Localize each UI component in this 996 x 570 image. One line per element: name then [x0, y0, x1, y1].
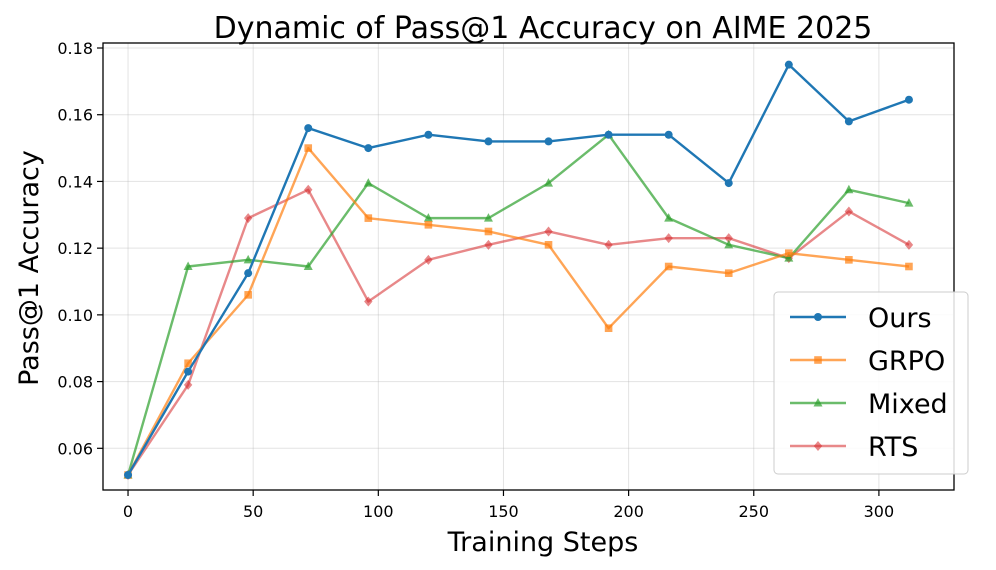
data-point-rts: [243, 213, 253, 224]
y-tick-label: 0.14: [57, 172, 93, 191]
x-tick-label: 100: [363, 502, 394, 521]
series-ours: [124, 60, 913, 479]
data-point-rts: [844, 206, 854, 217]
data-point-grpo: [484, 227, 493, 236]
data-point-mixed: [844, 184, 854, 194]
data-point-rts: [364, 296, 373, 307]
data-point-ours: [664, 130, 673, 139]
legend: Ours GRPO Mixed RTS: [773, 291, 969, 475]
legend-marker-grpo: [814, 356, 822, 364]
data-point-ours: [784, 60, 793, 69]
data-point-ours: [424, 130, 433, 139]
legend-label-ours: Ours: [868, 303, 932, 334]
legend-label-mixed: Mixed: [868, 389, 948, 420]
data-point-ours: [724, 179, 733, 188]
data-point-mixed: [303, 261, 313, 270]
x-tick-label: 250: [738, 502, 769, 521]
legend-marker-rts: [813, 441, 823, 451]
data-point-mixed: [363, 178, 373, 187]
data-point-rts: [544, 226, 553, 237]
data-point-ours: [604, 130, 613, 139]
y-tick-label: 0.08: [57, 373, 93, 392]
data-point-grpo: [724, 269, 733, 277]
data-point-rts: [183, 379, 193, 390]
data-point-mixed: [544, 178, 554, 187]
data-point-grpo: [304, 144, 313, 152]
data-point-ours: [304, 124, 313, 133]
y-tick-label: 0.10: [57, 306, 93, 325]
data-point-mixed: [784, 253, 794, 262]
data-point-ours: [904, 95, 913, 104]
x-tick-label: 200: [613, 502, 644, 521]
x-tick-label: 150: [488, 502, 519, 521]
chart-title: Dynamic of Pass@1 Accuracy on AIME 2025: [214, 11, 873, 46]
data-point-grpo: [184, 359, 192, 368]
x-tick-label: 0: [123, 502, 133, 521]
data-point-mixed: [664, 213, 674, 222]
data-point-mixed: [423, 213, 433, 222]
data-point-ours: [124, 470, 133, 479]
data-point-rts: [724, 233, 733, 244]
data-point-ours: [364, 144, 373, 153]
x-tick-label: 300: [864, 502, 895, 521]
x-tick-label: 50: [243, 502, 263, 521]
legend-box: [773, 291, 969, 475]
data-point-ours: [844, 117, 853, 126]
data-point-rts: [424, 254, 433, 265]
y-axis-label: Pass@1 Accuracy: [14, 150, 45, 386]
legend-label-grpo: GRPO: [868, 346, 945, 377]
data-point-grpo: [424, 221, 433, 229]
data-point-mixed: [243, 254, 253, 264]
legend-label-rts: RTS: [868, 432, 918, 463]
data-point-mixed: [183, 261, 193, 270]
data-point-ours: [244, 269, 253, 278]
data-point-grpo: [905, 262, 913, 271]
data-point-mixed: [724, 239, 734, 249]
data-point-rts: [304, 184, 313, 195]
series-layer: [123, 60, 914, 480]
series-line-grpo: [126, 146, 910, 476]
data-point-grpo: [544, 241, 553, 249]
data-point-grpo: [244, 291, 252, 299]
ticks: 0 50 100 150 200 250 300 0.06 0.08 0.10 0.12 0.14 0.…: [57, 39, 894, 521]
data-point-ours: [544, 137, 553, 146]
data-point-rts: [604, 239, 613, 250]
y-tick-label: 0.16: [57, 106, 93, 125]
data-point-rts: [484, 239, 493, 250]
data-point-ours: [184, 367, 193, 376]
legend-marker-ours: [814, 313, 822, 321]
y-tick-label: 0.06: [57, 439, 93, 458]
data-point-grpo: [785, 249, 793, 257]
x-axis-label: Training Steps: [447, 527, 639, 558]
data-point-grpo: [664, 262, 673, 271]
series-line-ours: [126, 63, 910, 476]
data-point-grpo: [604, 324, 613, 333]
data-point-grpo: [364, 214, 373, 222]
data-point-grpo: [845, 256, 853, 264]
plot-frame: [102, 42, 955, 491]
data-point-rts: [664, 233, 673, 244]
legend-marker-mixed: [813, 398, 823, 407]
data-point-mixed: [483, 213, 493, 222]
data-point-mixed: [904, 198, 914, 207]
data-point-rts: [904, 239, 914, 250]
y-tick-label: 0.18: [57, 39, 93, 58]
y-tick-label: 0.12: [57, 239, 93, 258]
data-point-ours: [484, 137, 493, 146]
